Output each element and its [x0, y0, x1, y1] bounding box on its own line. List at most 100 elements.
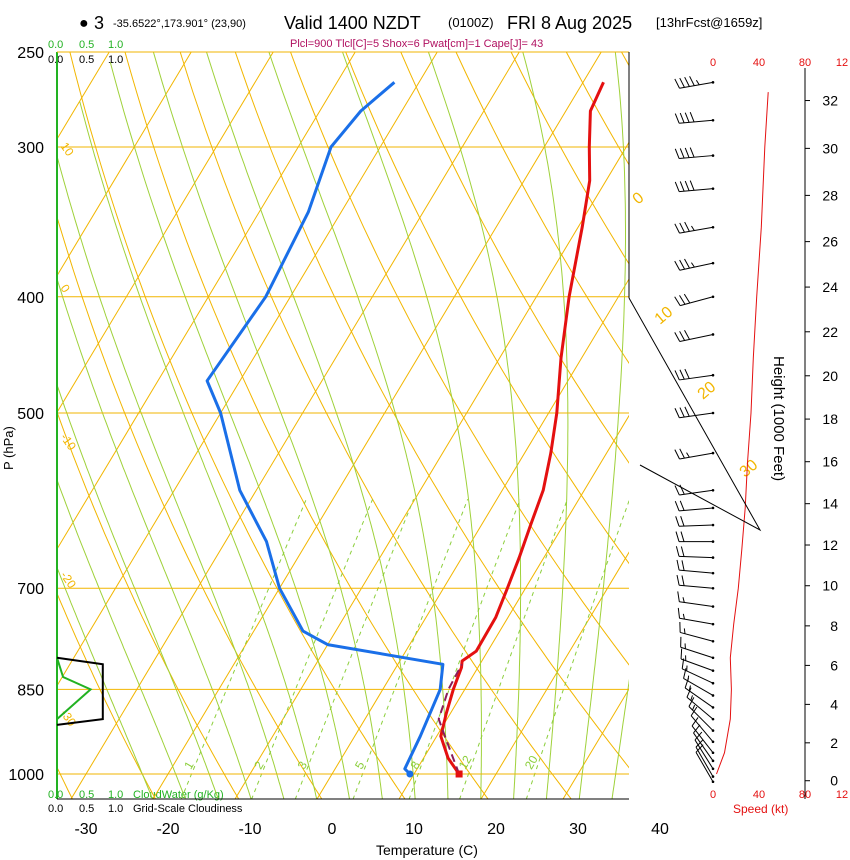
top-scale-green-05: 0.5: [79, 39, 94, 51]
speed-bottom-tick: 40: [753, 789, 765, 801]
bottom-scale-green-05: 0.5: [79, 789, 94, 801]
isotherm-line: [480, 551, 629, 799]
moist-adiabat-line: [427, 52, 522, 799]
height-tick-label: 12: [822, 537, 838, 553]
height-tick-label: 26: [822, 234, 838, 250]
speed-top-tick: 80: [799, 57, 811, 69]
mixing-ratio-line: [459, 499, 568, 799]
wind-barb: [695, 744, 715, 784]
dry-adiabat-left-label: 10: [58, 140, 77, 159]
bottom-scale-black-1: 1.0: [108, 803, 123, 815]
moist-adiabat-line: [109, 62, 351, 799]
moist-adiabat-line: [79, 101, 318, 799]
temperature-tick-label: 20: [487, 821, 505, 838]
wind-barb: [674, 368, 715, 381]
utc-time: (0100Z): [448, 15, 494, 30]
height-tick-label: 32: [822, 93, 838, 109]
wind-barb: [680, 648, 715, 672]
wind-barb: [674, 147, 715, 160]
pressure-tick-label: 1000: [8, 767, 44, 784]
wind-barb: [686, 687, 715, 721]
cloudiness-line: [56, 656, 104, 726]
top-scale-black-05: 0.5: [79, 54, 94, 66]
isotherm-line: [57, 52, 356, 551]
cloudiness-legend: Grid-Scale Cloudiness: [133, 803, 243, 815]
surface-temp-marker: [455, 770, 463, 778]
top-scale-black-0: 0.0: [48, 54, 63, 66]
temperature-tick-label: 0: [328, 821, 337, 838]
wind-barb: [690, 706, 715, 744]
wind-barb: [676, 559, 715, 575]
isotherm-line: [57, 52, 274, 414]
speed-bottom-tick: 0: [710, 789, 716, 801]
temperature-axis: -30 -20 -10 0 10 20 30 40: [74, 821, 669, 838]
mixing-ratio-line: [294, 499, 415, 799]
pressure-tick-label: 400: [17, 290, 44, 307]
cloud-series: [56, 656, 104, 726]
pressure-axis-title: P (hPa): [1, 426, 16, 470]
dry-adiabat-line: [234, 52, 629, 769]
dry-adiabat-line: [124, 52, 489, 799]
height-tick-label: 8: [830, 618, 838, 634]
forecast-info: [13hrFcst@1659z]: [656, 15, 762, 30]
wind-barb: [674, 293, 715, 307]
isotherm-line: [645, 31, 850, 800]
speed-axis-title: Speed (kt): [733, 802, 788, 816]
moist-adiabat-line: [57, 383, 219, 799]
isotherm-line: [57, 52, 438, 687]
pressure-tick-label: 850: [17, 682, 44, 699]
header-bullet: ●: [79, 15, 89, 32]
speed-top-tick: 40: [753, 57, 765, 69]
wind-speed-profile: [716, 92, 769, 775]
speed-bottom-tick: 12: [836, 789, 848, 801]
wind-barb: [676, 574, 715, 590]
temperature-tick-label: 10: [405, 821, 423, 838]
dewpoint-line: [205, 81, 445, 776]
wind-barb: [675, 515, 715, 527]
top-scale-green-1: 1.0: [108, 39, 123, 51]
pressure-tick-label: 250: [17, 45, 44, 62]
dry-adiabat-label: 20: [695, 379, 720, 404]
dry-adiabat-line: [345, 52, 629, 565]
height-tick-label: 10: [822, 578, 838, 594]
isotherm-line: [398, 414, 629, 799]
dry-adiabat-line: [565, 52, 629, 166]
moist-adiabat-line: [57, 478, 186, 799]
mixing-ratio-line: [352, 499, 469, 799]
wind-barb: [674, 406, 715, 419]
mixing-ratio-line: [525, 499, 629, 799]
bottom-cloud-scale: 0.0 0.5 1.0 CloudWater (g/Kg) 0.0 0.5 1.…: [48, 789, 243, 815]
height-tick-label: 20: [822, 368, 838, 384]
background-lines: [57, 31, 850, 800]
temperature-tick-label: -30: [74, 821, 97, 838]
bottom-scale-green-0: 0.0: [48, 789, 63, 801]
temperature-tick-label: -20: [156, 821, 179, 838]
forecast-date: FRI 8 Aug 2025: [507, 13, 632, 33]
speed-top-tick: 0: [710, 57, 716, 69]
wind-barb: [674, 258, 715, 271]
station-coords: -35.6522°,173.901° (23,90): [113, 18, 246, 30]
sounding-params: Plcl=900 Tlcl[C]=5 Shox=6 Pwat[cm]=1 Cap…: [290, 38, 543, 50]
wind-barb: [683, 668, 715, 697]
top-scale-black-1: 1.0: [108, 54, 123, 66]
mixing-ratio-line: [251, 499, 374, 799]
height-tick-label: 22: [822, 324, 838, 340]
wind-barb: [688, 697, 715, 732]
isotherm-line: [562, 688, 629, 799]
parcel-line: [437, 663, 463, 775]
wind-barb: [674, 112, 715, 124]
moist-adiabat-line: [578, 52, 626, 799]
dry-adiabat-line: [455, 52, 629, 365]
wind-barb: [674, 500, 715, 512]
height-tick-label: 2: [830, 735, 838, 751]
wind-barb: [680, 636, 715, 660]
speed-top-tick: 12: [836, 57, 848, 69]
dry-adiabat-line: [57, 410, 240, 799]
dry-adiabat-line: [400, 52, 629, 464]
height-tick-label: 18: [822, 411, 838, 427]
dry-adiabat-line: [620, 52, 629, 67]
height-tick-label: 14: [822, 496, 838, 512]
mixing-ratio-label: 12: [456, 753, 475, 772]
dry-adiabat-line: [289, 52, 629, 666]
